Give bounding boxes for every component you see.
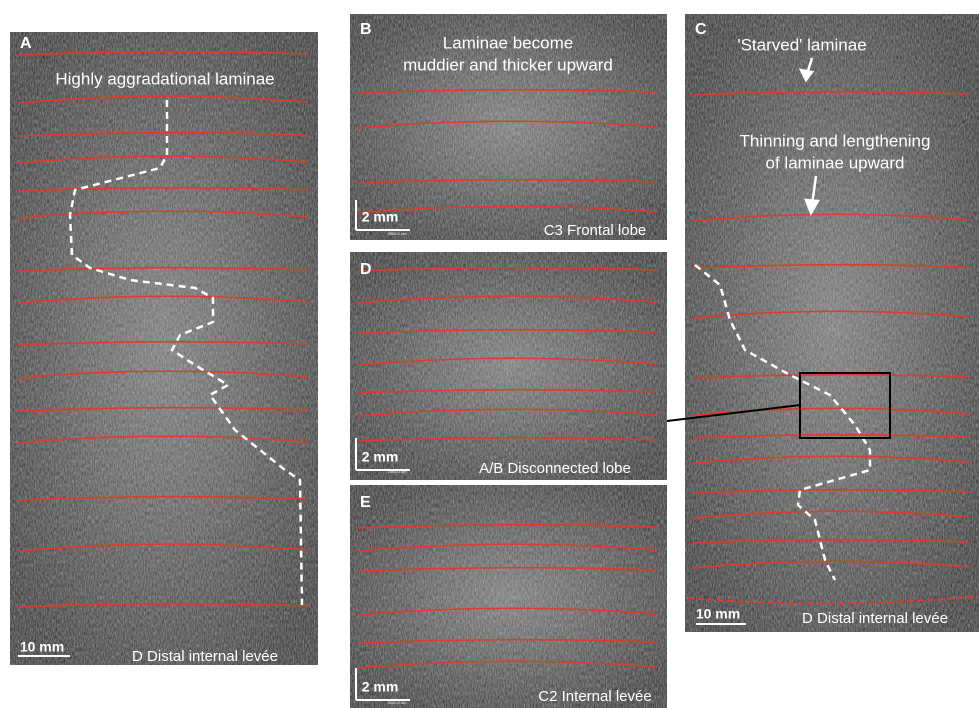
photo-texture bbox=[10, 32, 318, 665]
lamina-line bbox=[357, 357, 658, 366]
lamina-line bbox=[692, 213, 970, 222]
panel-caption: A/B Disconnected lobe bbox=[479, 460, 631, 477]
lamina-line bbox=[357, 266, 658, 272]
lamina-line bbox=[692, 510, 970, 519]
lamina-line bbox=[17, 266, 309, 272]
lamina-line bbox=[357, 566, 658, 572]
scale-bar-label: 10 mm bbox=[20, 639, 64, 655]
lamina-line bbox=[357, 205, 658, 214]
lamina-line bbox=[17, 406, 309, 412]
panel-label: A bbox=[20, 35, 32, 52]
panel-caption: D Distal internal levée bbox=[132, 648, 278, 665]
annotation: 'Starved' laminae bbox=[737, 35, 866, 54]
annotation: muddier and thicker upward bbox=[403, 55, 613, 74]
lamina-line bbox=[17, 155, 309, 164]
panel-caption: D Distal internal levée bbox=[802, 610, 948, 627]
scale-bar-label: 2 mm bbox=[362, 209, 399, 225]
lamina-line bbox=[357, 328, 658, 334]
lamina-line bbox=[357, 178, 658, 184]
lamina-line bbox=[357, 408, 658, 417]
photo-texture bbox=[685, 14, 979, 632]
lamina-line bbox=[687, 595, 979, 605]
lamina-line bbox=[17, 210, 309, 219]
lamina-line bbox=[17, 370, 309, 379]
lamina-line bbox=[17, 295, 309, 304]
scale-bar-label: 10 mm bbox=[696, 606, 740, 622]
scale-note: 2000.0 um bbox=[388, 231, 408, 236]
lamina-line bbox=[357, 120, 658, 129]
panel-caption: C3 Frontal lobe bbox=[544, 222, 647, 239]
lamina-line bbox=[17, 543, 309, 552]
photo-texture bbox=[350, 485, 667, 708]
lamina-line bbox=[692, 407, 970, 416]
scale-note: 2000.0 um bbox=[388, 469, 408, 474]
annotation: Highly aggradational laminae bbox=[55, 69, 274, 88]
panel-label: B bbox=[360, 21, 372, 38]
panel-label: E bbox=[360, 494, 371, 511]
lamina-line bbox=[17, 495, 309, 501]
annotation: of laminae upward bbox=[766, 153, 905, 172]
lamina-line bbox=[17, 131, 309, 137]
lamina-line bbox=[692, 263, 970, 269]
lamina-line bbox=[17, 95, 309, 104]
lamina-line bbox=[692, 455, 970, 464]
lamina-line bbox=[357, 88, 658, 94]
lamina-line bbox=[17, 50, 309, 56]
arrows bbox=[798, 57, 821, 216]
lamina-line bbox=[357, 436, 658, 442]
lamina-line bbox=[357, 523, 658, 529]
photo-texture bbox=[350, 14, 667, 240]
panel-caption: C2 Internal levée bbox=[538, 688, 651, 705]
panel-label: C bbox=[695, 21, 707, 38]
lamina-line bbox=[692, 538, 970, 544]
lamina-line bbox=[692, 560, 970, 569]
lamina-line bbox=[357, 607, 658, 616]
lamina-line bbox=[357, 638, 658, 644]
annotation: Laminae become bbox=[443, 33, 573, 52]
scale-note: 2000.0 um bbox=[388, 700, 408, 705]
lamina-line bbox=[17, 602, 309, 608]
lamina-line bbox=[17, 435, 309, 444]
lamina-line bbox=[692, 433, 970, 439]
lamina-line bbox=[357, 295, 658, 304]
lamina-line bbox=[357, 388, 658, 394]
connector bbox=[666, 404, 801, 422]
photo-texture bbox=[350, 252, 667, 480]
lamina-line bbox=[357, 543, 658, 552]
lamina-line bbox=[17, 340, 309, 346]
trend-line bbox=[68, 100, 304, 606]
lamina-line bbox=[17, 186, 309, 192]
lamina-line bbox=[692, 90, 970, 96]
lamina-line bbox=[692, 488, 970, 494]
lamina-line bbox=[692, 373, 970, 379]
panel-label: D bbox=[360, 261, 372, 278]
trend-line bbox=[694, 264, 872, 581]
scale-bar-label: 2 mm bbox=[362, 679, 399, 695]
scale-bar-label: 2 mm bbox=[362, 449, 399, 465]
annotation: Thinning and lengthening bbox=[740, 131, 931, 150]
lamina-line bbox=[357, 660, 658, 669]
